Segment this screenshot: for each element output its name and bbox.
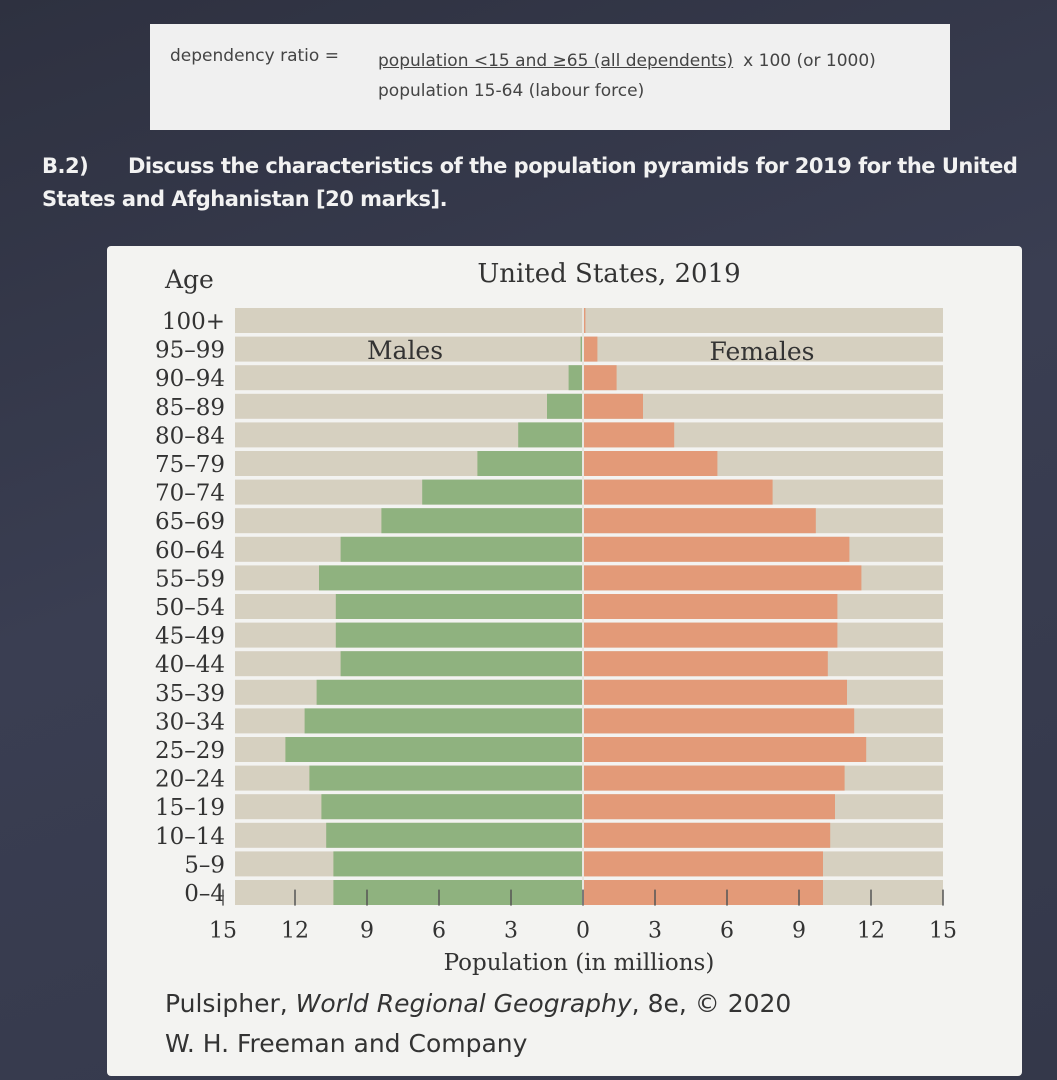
x-tick-label: 6	[432, 919, 446, 944]
x-tick-label: 6	[720, 919, 734, 944]
female-bar	[583, 822, 831, 848]
female-bar	[583, 422, 675, 448]
male-bar	[568, 365, 583, 391]
formula-lhs: dependency ratio =	[170, 46, 339, 66]
male-bar	[333, 851, 583, 877]
male-bar	[477, 451, 583, 476]
formula-denominator: population 15-64 (labour force)	[378, 81, 645, 101]
age-group-label: 20–24	[155, 767, 225, 793]
female-bar	[583, 508, 816, 534]
female-bar	[583, 393, 643, 419]
male-bar	[304, 708, 583, 734]
female-bar	[583, 536, 850, 562]
age-group-label: 15–19	[155, 795, 225, 821]
female-bar	[583, 679, 847, 705]
formula-box: dependency ratio = population <15 and ≥6…	[150, 24, 950, 130]
age-group-label: 75–79	[155, 452, 225, 478]
age-group-label: 60–64	[155, 538, 225, 564]
male-bar	[309, 765, 583, 791]
female-bar	[583, 365, 617, 391]
male-bar	[335, 594, 583, 619]
male-bar	[381, 508, 583, 534]
age-group-label: 80–84	[155, 423, 225, 449]
question-text: Discuss the characteristics of the popul…	[42, 154, 1018, 211]
age-group-label: 0–4	[184, 881, 225, 907]
female-bar	[583, 765, 845, 791]
age-group-label: 35–39	[155, 681, 225, 707]
male-bar	[340, 651, 583, 677]
x-tick-label: 15	[929, 919, 957, 944]
female-bar	[583, 880, 823, 905]
age-group-label: 95–99	[155, 338, 225, 364]
x-axis-title: Population (in millions)	[444, 950, 715, 976]
population-pyramid-chart: 100+95–9990–9485–8980–8475–7970–7465–696…	[155, 259, 957, 976]
age-group-label: 30–34	[155, 709, 225, 735]
source-credit: Pulsipher, World Regional Geography, 8e,…	[165, 984, 791, 1064]
male-bar	[422, 479, 583, 505]
female-bar	[583, 565, 862, 591]
male-bar	[333, 880, 583, 905]
males-label: Males	[367, 336, 443, 365]
credit-publisher: W. H. Freeman and Company	[165, 1029, 528, 1058]
male-bar	[319, 565, 583, 591]
chart-panel: 100+ 95–99 90–94 85–89 80–84 75–79 70–74 65–69 6…	[107, 246, 1022, 1076]
question-number: B.2)	[42, 154, 89, 178]
male-bar	[580, 336, 583, 362]
formula-fraction: population <15 and ≥65 (all dependents) x…	[378, 46, 876, 106]
age-group-label: 5–9	[184, 852, 225, 878]
male-bar	[316, 679, 583, 705]
x-tick-label: 9	[792, 919, 806, 944]
x-tick-label: 9	[360, 919, 374, 944]
age-group-label: 50–54	[155, 595, 225, 621]
credit-book: World Regional Geography	[295, 989, 632, 1018]
y-axis-title: Age	[164, 265, 214, 294]
age-group-label: 55–59	[155, 566, 225, 592]
female-bar	[583, 851, 823, 877]
male-bar	[547, 393, 583, 419]
female-bar	[583, 651, 828, 677]
age-group-label: 70–74	[155, 481, 225, 507]
x-tick-label: 3	[504, 919, 518, 944]
credit-author: Pulsipher,	[165, 989, 296, 1018]
male-bar	[340, 536, 583, 562]
female-bar	[583, 451, 718, 476]
female-bar	[583, 479, 773, 505]
females-label: Females	[709, 337, 814, 366]
male-bar	[285, 737, 583, 762]
x-tick-label: 3	[648, 919, 662, 944]
female-bar	[583, 308, 586, 333]
age-group-label: 85–89	[155, 395, 225, 421]
credit-edition: , 8e, © 2020	[631, 989, 792, 1018]
x-tick-label: 15	[209, 919, 237, 944]
female-bar	[583, 622, 838, 648]
female-bar	[583, 594, 838, 619]
x-tick-label: 0	[576, 919, 590, 944]
x-tick-label: 12	[281, 919, 309, 944]
female-bar	[583, 737, 867, 762]
age-group-label: 90–94	[155, 366, 225, 392]
male-bar	[335, 622, 583, 648]
x-tick-label: 12	[857, 919, 885, 944]
female-bar	[583, 708, 855, 734]
formula-multiplier: x 100 (or 1000)	[743, 51, 876, 71]
age-group-label: 25–29	[155, 738, 225, 764]
age-group-label: 65–69	[155, 509, 225, 535]
age-group-label: 40–44	[155, 652, 225, 678]
formula-numerator: population <15 and ≥65 (all dependents)	[378, 51, 734, 71]
male-bar	[321, 794, 583, 820]
chart-title: United States, 2019	[477, 259, 740, 289]
female-bar	[583, 794, 835, 820]
age-group-label: 10–14	[155, 824, 225, 850]
male-bar	[518, 422, 583, 448]
age-row-track	[235, 308, 943, 333]
question: B.2) Discuss the characteristics of the p…	[42, 150, 1042, 216]
age-group-label: 100+	[162, 309, 225, 335]
female-bar	[583, 336, 598, 362]
male-bar	[326, 822, 583, 848]
age-group-label: 45–49	[155, 624, 225, 650]
